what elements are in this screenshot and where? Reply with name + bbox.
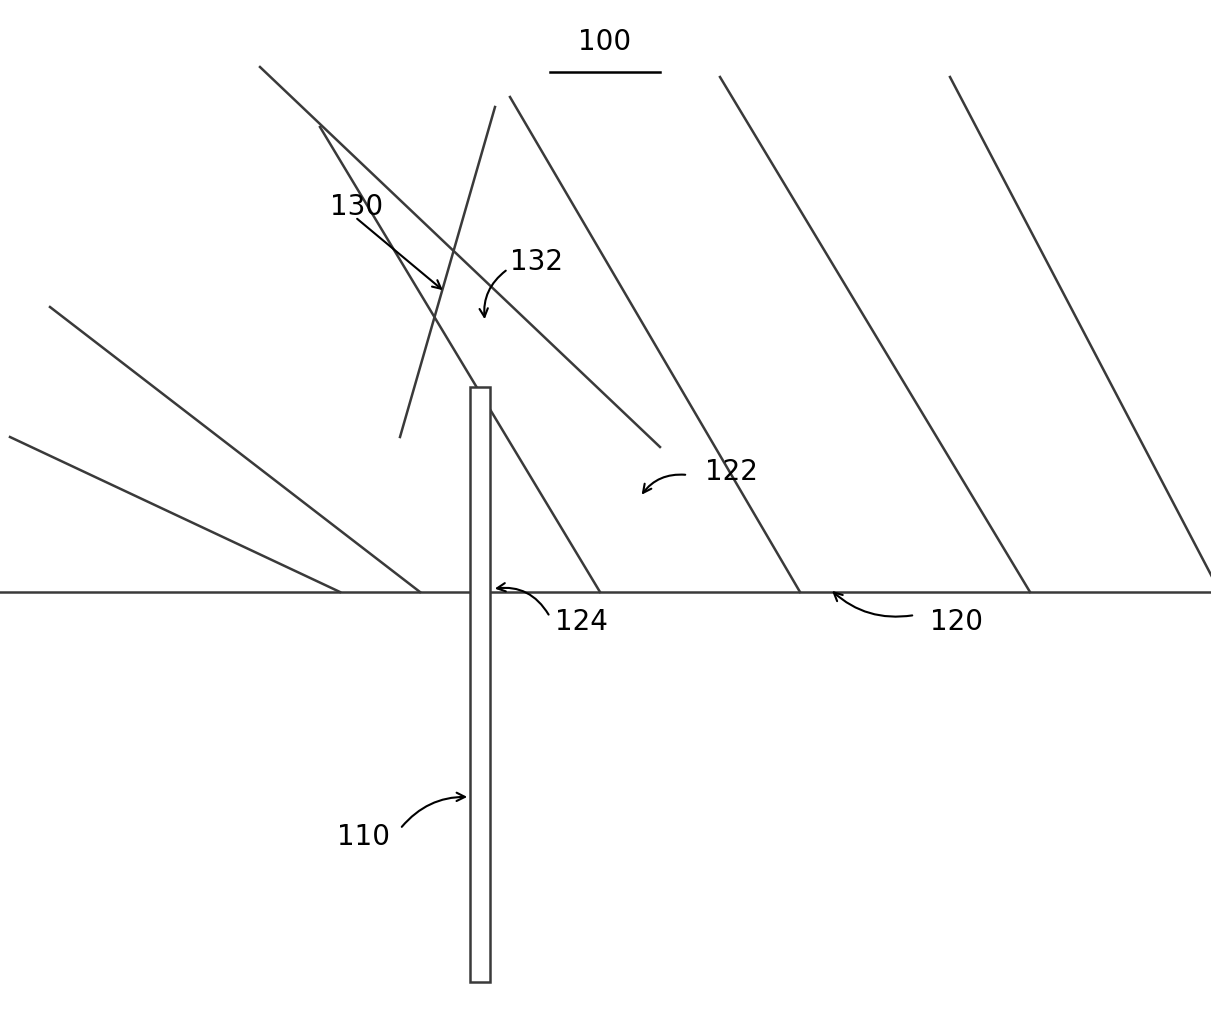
- Text: 120: 120: [930, 608, 983, 636]
- Text: 130: 130: [331, 193, 383, 221]
- Bar: [470, 387, 490, 982]
- Text: 124: 124: [555, 608, 608, 636]
- Text: 122: 122: [705, 458, 758, 486]
- Text: 132: 132: [510, 248, 563, 276]
- Text: 110: 110: [337, 823, 390, 851]
- Text: 100: 100: [579, 28, 632, 56]
